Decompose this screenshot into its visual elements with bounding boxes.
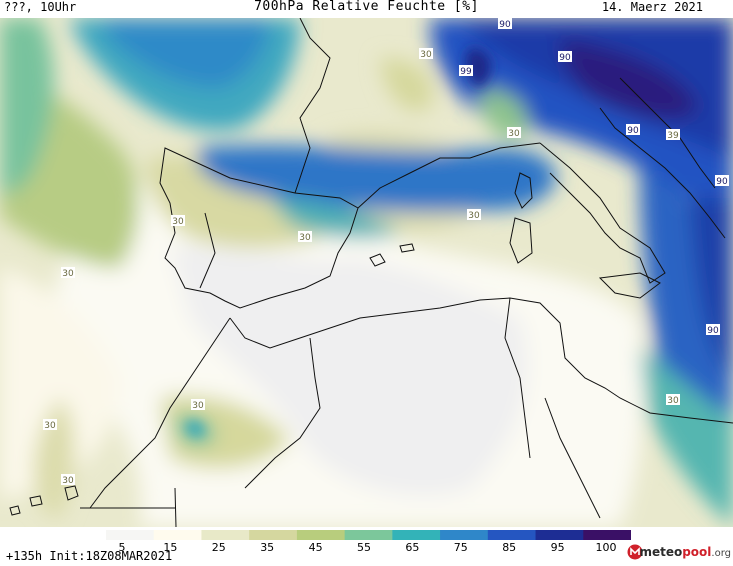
brand-pool: pool bbox=[682, 545, 712, 559]
legend-swatch bbox=[106, 530, 155, 540]
legend-swatch bbox=[535, 530, 584, 540]
legend-swatch bbox=[153, 530, 202, 540]
brand-main: meteo bbox=[639, 545, 683, 559]
legend-tick-label: 95 bbox=[550, 541, 565, 554]
contour-label-bg bbox=[459, 65, 473, 76]
legend-tick-label: 55 bbox=[357, 541, 371, 554]
legend-swatch bbox=[487, 530, 537, 540]
legend-tick-label: 85 bbox=[502, 541, 517, 554]
contour-label-bg bbox=[419, 48, 433, 59]
contour-label: 30 bbox=[44, 421, 56, 431]
legend-tick-label: 25 bbox=[211, 541, 226, 554]
contour-label-bg bbox=[666, 394, 680, 405]
contour-label: 30 bbox=[667, 396, 679, 406]
humidity-map: 90 90 99 30 30 90 39 90 30 30 30 30 30 30 90 30 30 bbox=[0, 18, 733, 527]
coastlines bbox=[9, 18, 733, 527]
contour-label: 90 bbox=[716, 177, 728, 187]
legend-tick-label: 45 bbox=[308, 541, 323, 554]
legend-swatch bbox=[201, 530, 250, 540]
meteopool-logo-icon bbox=[627, 544, 643, 560]
contour-label: 30 bbox=[420, 50, 432, 60]
legend-swatch bbox=[249, 530, 298, 540]
contour-label-bg bbox=[507, 127, 521, 138]
contour-label-bg bbox=[298, 231, 312, 242]
contour-label-bg bbox=[61, 267, 75, 278]
contour-label-bg bbox=[666, 129, 680, 140]
contour-label-bg bbox=[626, 124, 640, 135]
contour-label-bg bbox=[558, 51, 572, 62]
contour-label-bg bbox=[191, 399, 205, 410]
contour-label: 90 bbox=[707, 326, 719, 336]
map-footer: 5 15 25 35 45 55 65 75 85 95 100 +135h Init:18Z08M… bbox=[0, 527, 733, 566]
contour-label: 30 bbox=[468, 211, 480, 221]
contour-label: 30 bbox=[62, 476, 74, 486]
humidity-field bbox=[0, 18, 733, 527]
map-title: 700hPa Relative Feuchte [%] bbox=[254, 0, 479, 14]
color-legend bbox=[106, 530, 631, 540]
contour-label-bg bbox=[467, 209, 481, 220]
legend-swatch bbox=[344, 530, 393, 540]
legend-tick-label: 15 bbox=[163, 541, 178, 554]
legend-swatch bbox=[392, 530, 441, 540]
run-info: +135h Init:18Z08MAR2021 bbox=[6, 549, 173, 563]
contour-label: 30 bbox=[508, 129, 520, 139]
contour-label: 39 bbox=[667, 131, 679, 141]
forecast-date: 14. Maerz 2021 bbox=[601, 0, 703, 14]
contour-label: 99 bbox=[460, 67, 472, 77]
legend-swatch bbox=[296, 530, 346, 540]
brand-name: meteopool.org bbox=[639, 545, 731, 559]
contour-label-bg bbox=[715, 175, 729, 186]
contour-label: 90 bbox=[499, 20, 511, 30]
forecast-time: ???, 10Uhr bbox=[4, 0, 77, 14]
contour-label: 90 bbox=[559, 53, 571, 63]
contour-label-bg bbox=[61, 474, 75, 485]
contour-label: 30 bbox=[172, 217, 184, 227]
contour-label: 30 bbox=[192, 401, 204, 411]
legend-tick-label: 35 bbox=[260, 541, 275, 554]
contour-labels: 90 90 99 30 30 90 39 90 30 30 30 30 30 30 90 30 30 bbox=[43, 18, 729, 486]
contour-label: 30 bbox=[299, 233, 311, 243]
contour-label-bg bbox=[706, 324, 720, 335]
contour-label-bg bbox=[498, 18, 512, 29]
legend-tick-label: 75 bbox=[453, 541, 468, 554]
contour-label-bg bbox=[171, 215, 185, 226]
legend-tick-label: 65 bbox=[405, 541, 420, 554]
legend-tick-label: 5 bbox=[118, 541, 126, 554]
legend-swatch bbox=[583, 530, 631, 540]
contour-label-bg bbox=[43, 419, 57, 430]
brand-tld: .org bbox=[711, 548, 731, 559]
legend-swatch bbox=[440, 530, 489, 540]
contour-label: 90 bbox=[627, 126, 639, 136]
legend-tick-label: 100 bbox=[595, 541, 617, 554]
map-header: ???, 10Uhr 700hPa Relative Feuchte [%] 1… bbox=[0, 0, 733, 18]
contour-label: 30 bbox=[62, 269, 74, 279]
